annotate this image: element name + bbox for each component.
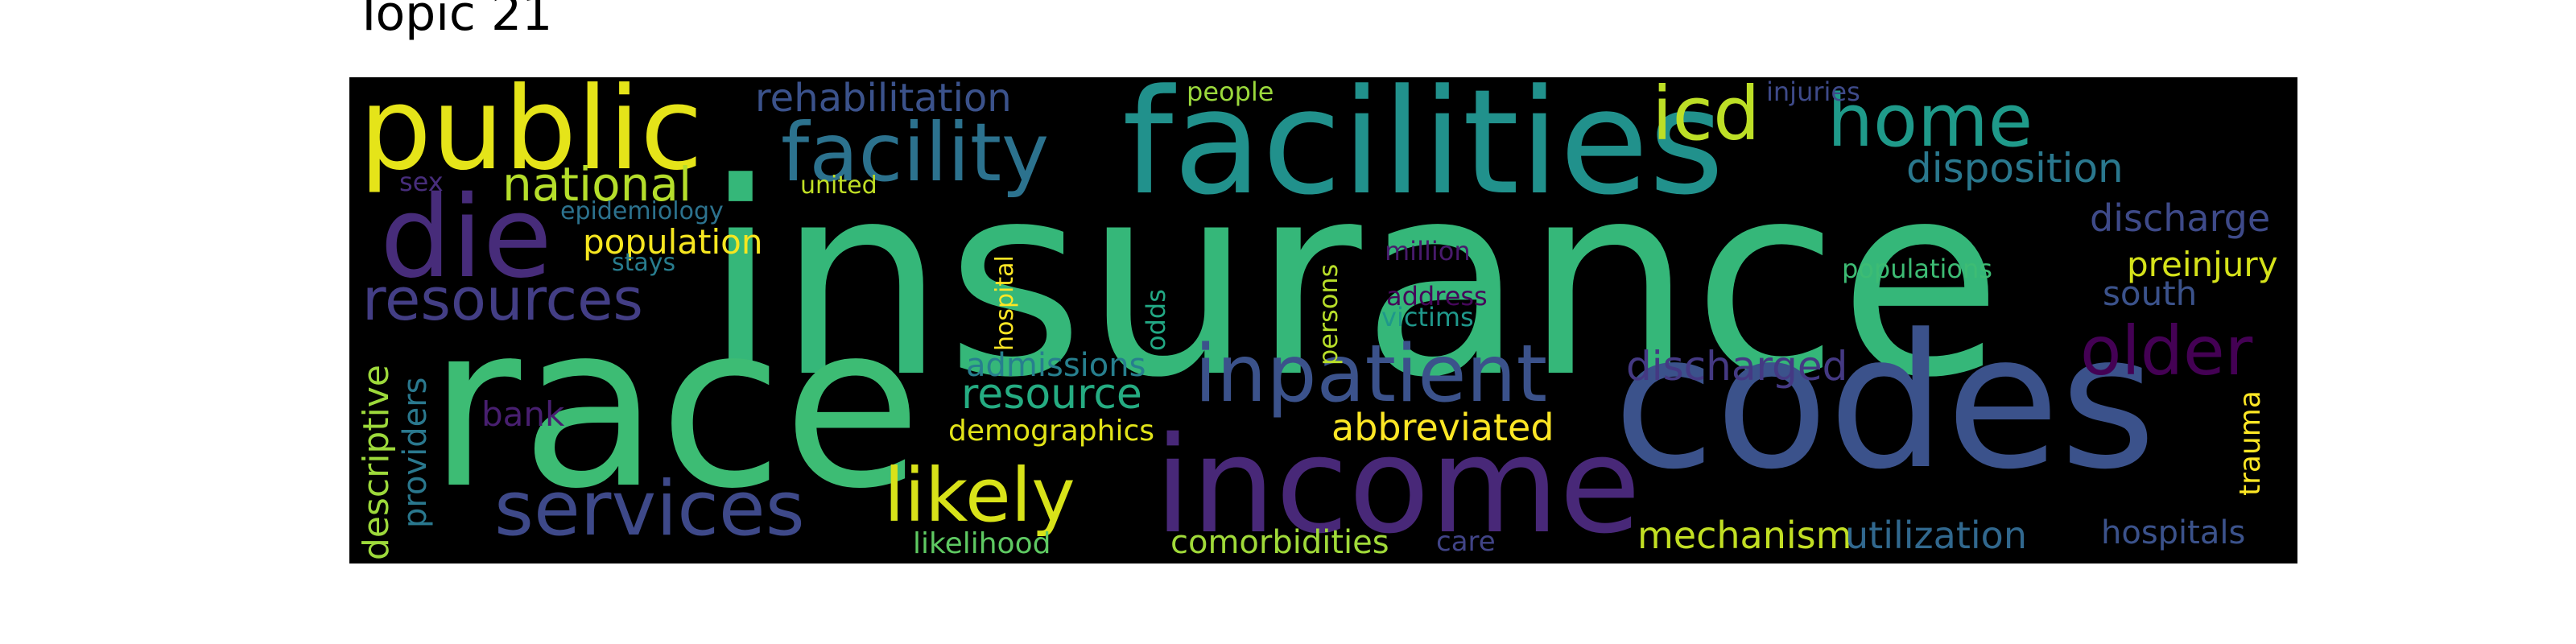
word-likelihood: likelihood [913, 527, 1051, 560]
word-resource: resource [961, 370, 1142, 419]
word-preinjury: providers [397, 377, 434, 529]
word-disposition: disposition [1906, 145, 2124, 192]
word-admissions: admissions [966, 347, 1146, 384]
word-sex: bank [481, 394, 565, 434]
word-race: race [428, 276, 922, 539]
word-facilities: facilities [1122, 77, 1724, 227]
word-providers: persons [1313, 263, 1344, 365]
word-cloud: insurance race codes facilities income p… [349, 77, 2297, 564]
word-care: south [2103, 274, 2198, 313]
word-victims: injuries [1766, 77, 1860, 107]
word-persons: victims [1381, 302, 1474, 332]
word-national: national [502, 157, 692, 212]
word-descriptive: odds [1141, 289, 1171, 351]
word-south: population [583, 222, 763, 262]
word-codes: codes [1613, 295, 2157, 510]
figure-title: Topic 21 [354, 0, 553, 42]
word-population: descriptive [356, 365, 397, 560]
word-home: home [1827, 79, 2033, 163]
word-demographics: demographics [948, 415, 1155, 448]
word-older: older [2080, 312, 2253, 390]
word-united: sex [399, 167, 444, 197]
word-mechanism: mechanism [1637, 514, 1852, 557]
word-public: public [359, 77, 704, 196]
word-icd: icd [1652, 77, 1761, 157]
word-million: united [800, 171, 877, 200]
word-abbreviated: abbreviated [1331, 406, 1554, 449]
word-die: die [380, 172, 552, 303]
word-insurance: insurance [704, 126, 2003, 436]
word-odds: address [1386, 281, 1488, 312]
word-hospital: million [1385, 236, 1471, 266]
word-stays: trauma [2234, 390, 2267, 496]
word-injuries: stays [612, 249, 676, 277]
word-income: income [1154, 408, 1641, 563]
word-discharged: discharged [1626, 343, 1848, 390]
word-likely: likely [884, 452, 1075, 539]
word-resources: resources [362, 266, 643, 333]
word-bank: preinjury [2127, 245, 2278, 284]
word-epidemiology: care [1436, 526, 1496, 558]
word-services: services [494, 465, 805, 553]
word-populations: hospital [991, 255, 1019, 351]
word-inpatient: inpatient [1195, 328, 1548, 420]
word-rehabilitation: rehabilitation [755, 77, 1012, 121]
word-people: epidemiology [560, 197, 724, 225]
word-address: people [1187, 77, 1274, 107]
word-hospitals: hospitals [2101, 514, 2246, 551]
word-facility: facility [781, 105, 1050, 200]
word-discharge: discharge [2090, 196, 2271, 240]
word-comorbidities: comorbidities [1170, 524, 1389, 561]
word-trauma: populations [1842, 254, 1992, 284]
word-utilization: utilization [1845, 514, 2027, 557]
